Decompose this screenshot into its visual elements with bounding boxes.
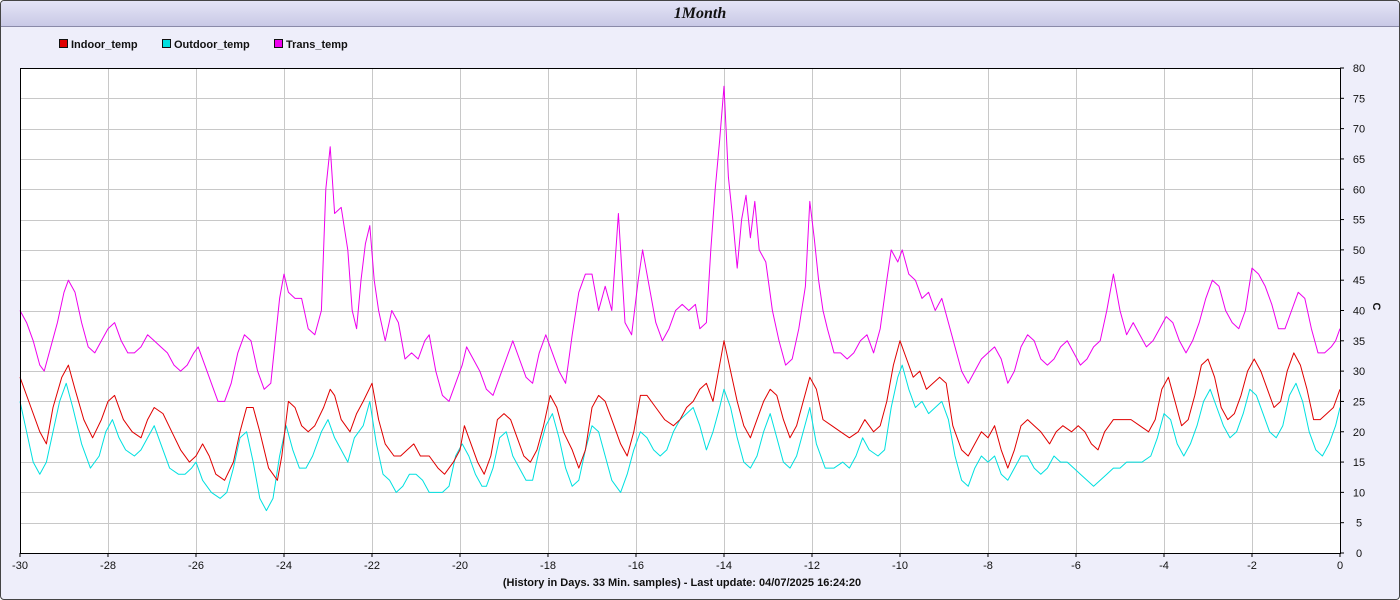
y-tick-label: 70 — [1353, 124, 1365, 136]
legend-item-outdoor-temp: Outdoor_temp — [162, 39, 250, 51]
series-layer — [19, 85, 1341, 512]
series-line-outdoor-temp — [19, 364, 1341, 512]
y-tick-label: 30 — [1353, 366, 1365, 378]
x-axis: -30 -28 -26 -24 -22 -20 -18 -16 -14 -12 -10 -8 -6 -4-… — [12, 553, 1343, 572]
legend-item-trans-temp: Trans_temp — [274, 39, 348, 51]
y-tick-label: 50 — [1353, 245, 1365, 257]
y-tick-label: 10 — [1353, 487, 1365, 499]
x-axis-footer-label: (History in Days. 33 Min. samples) - Las… — [503, 577, 861, 589]
x-tick-label: -8 — [983, 560, 993, 572]
y-tick-label: 5 — [1356, 518, 1362, 530]
y-tick-label: 55 — [1353, 215, 1365, 227]
title-bar: 1Month — [1, 1, 1399, 27]
legend-swatch-trans-temp — [274, 39, 283, 48]
x-tick-label: -16 — [628, 560, 644, 572]
x-tick-label: -14 — [716, 560, 732, 572]
legend-swatch-outdoor-temp — [162, 39, 171, 48]
legend-item-indoor-temp: Indoor_temp — [59, 39, 138, 51]
y-tick-label: 15 — [1353, 457, 1365, 469]
y-tick-label: 40 — [1353, 306, 1365, 318]
y-tick-label: 35 — [1353, 336, 1365, 348]
y-tick-label: 0 — [1356, 548, 1362, 560]
series-line-indoor-temp — [19, 340, 1341, 481]
x-tick-label: -20 — [452, 560, 468, 572]
x-tick-label: -26 — [188, 560, 204, 572]
y-tick-label: 80 — [1353, 63, 1365, 75]
y-tick-label: 25 — [1353, 396, 1365, 408]
legend-label-outdoor-temp: Outdoor_temp — [174, 39, 250, 51]
legend-label-indoor-temp: Indoor_temp — [71, 39, 138, 51]
y-axis: 0 5 10 15 20 25 30 35 40 45 50 55 60 65 70 75 80 — [1340, 63, 1365, 560]
x-tick-label: -4 — [1159, 560, 1169, 572]
y-tick-label: 75 — [1353, 93, 1365, 105]
y-tick-label: 20 — [1353, 427, 1365, 439]
x-tick-label: -12 — [804, 560, 820, 572]
plot-area — [20, 68, 1340, 553]
series-line-trans-temp — [19, 85, 1341, 402]
grid-lines — [20, 68, 1341, 554]
x-tick-label: -28 — [100, 560, 116, 572]
x-tick-label: -22 — [364, 560, 380, 572]
chart-title: 1Month — [673, 5, 727, 22]
x-tick-label: -18 — [540, 560, 556, 572]
y-tick-label: 60 — [1353, 184, 1365, 196]
x-tick-label: -24 — [276, 560, 292, 572]
legend-swatch-indoor-temp — [59, 39, 68, 48]
legend-label-trans-temp: Trans_temp — [286, 39, 348, 51]
x-tick-label: -2 — [1247, 560, 1257, 572]
x-tick-label: -30 — [12, 560, 28, 572]
x-tick-label: 0 — [1337, 560, 1343, 572]
x-tick-label: -6 — [1071, 560, 1081, 572]
x-tick-label: -10 — [892, 560, 908, 572]
y-tick-label: 45 — [1353, 275, 1365, 287]
y-tick-label: 65 — [1353, 154, 1365, 166]
y-axis-unit-label: C — [1370, 303, 1382, 311]
